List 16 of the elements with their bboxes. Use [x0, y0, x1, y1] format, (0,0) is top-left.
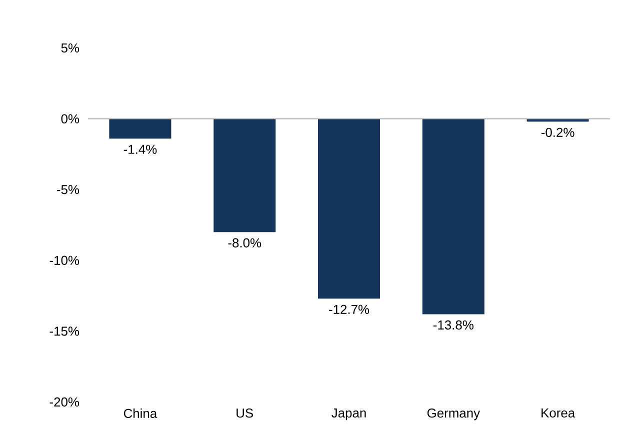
- x-tick-label: Germany: [427, 408, 480, 420]
- x-tick-label: Korea: [542, 408, 576, 418]
- y-tick-label: -20%: [50, 397, 80, 407]
- data-label: -1.4%: [124, 144, 157, 154]
- x-tick-label: US: [236, 408, 254, 418]
- data-label: -12.7%: [329, 304, 370, 314]
- y-tick-label: -15%: [50, 326, 80, 336]
- y-tick-label: -10%: [50, 256, 80, 265]
- data-label: -8.0%: [228, 238, 262, 248]
- data-label: -0.2%: [541, 128, 574, 137]
- x-tick-label: China: [124, 408, 158, 418]
- y-tick-label: 5%: [61, 43, 80, 53]
- data-label: -13.8%: [433, 320, 474, 330]
- x-tick-label: Japan: [332, 408, 366, 420]
- y-tick-label: 0%: [61, 114, 80, 124]
- y-tick-label: -5%: [57, 185, 80, 194]
